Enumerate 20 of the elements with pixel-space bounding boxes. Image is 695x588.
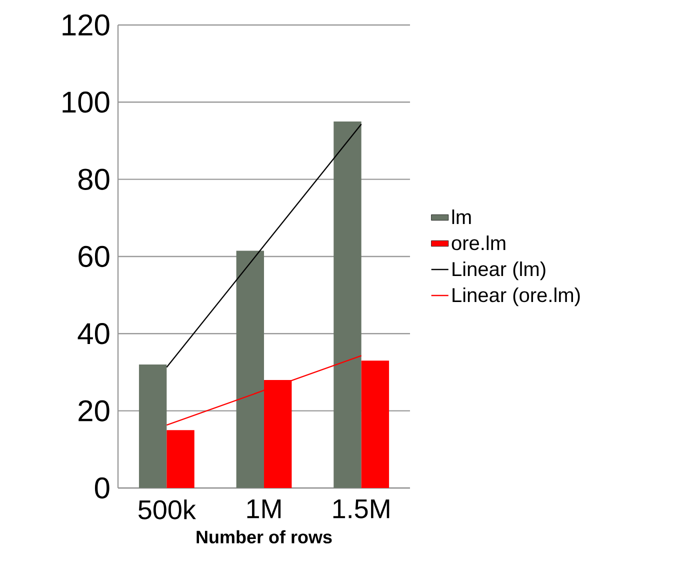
legend-label: Linear (ore.lm) xyxy=(452,287,580,306)
y-tick-label: 20 xyxy=(78,400,110,422)
bar xyxy=(361,360,390,488)
bar xyxy=(138,364,167,488)
x-tick-label: 1.5M xyxy=(333,500,390,518)
y-tick-label: 100 xyxy=(62,92,110,113)
y-tick-label: 60 xyxy=(78,246,110,268)
bar xyxy=(334,121,362,488)
y-tick-label: 0 xyxy=(94,477,110,499)
y-tick-label: 120 xyxy=(62,14,110,36)
x-axis-title: Number of rows xyxy=(196,530,332,544)
bar xyxy=(166,430,194,488)
y-tick-label: 80 xyxy=(78,168,110,190)
legend-label: lm xyxy=(452,210,471,224)
x-tick-label: 500k xyxy=(138,500,196,520)
y-tick-label: 40 xyxy=(78,323,110,344)
x-tick-label: 1M xyxy=(247,500,281,518)
legend-label: ore.lm xyxy=(452,236,506,250)
bar xyxy=(236,250,264,488)
legend-label: Linear (lm) xyxy=(452,261,546,280)
